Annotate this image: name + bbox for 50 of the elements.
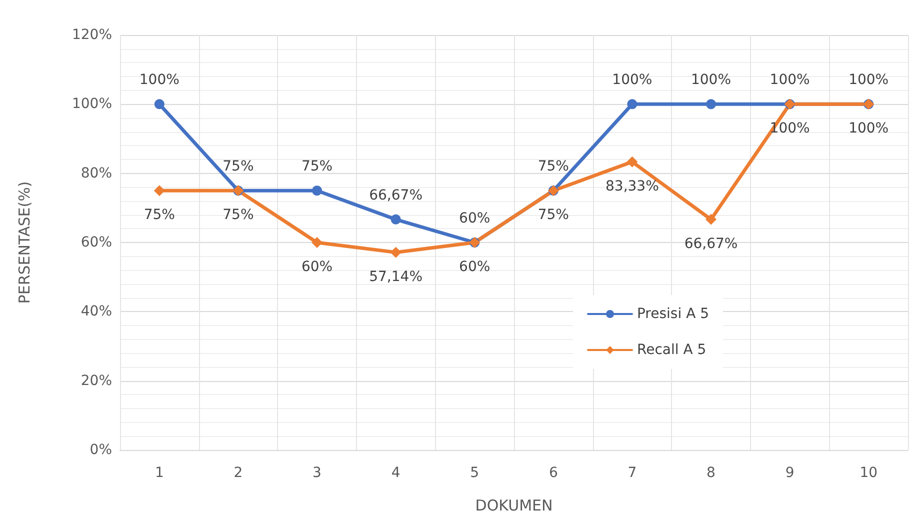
point: [706, 99, 716, 110]
data-label: 83,33%: [606, 178, 659, 194]
x-tick-label: 10: [860, 465, 878, 481]
data-label: 100%: [848, 120, 889, 137]
x-tick-label: 5: [470, 465, 480, 481]
x-tick-label: 6: [548, 465, 558, 481]
data-label: 66,67%: [684, 236, 738, 252]
x-tick-label: 3: [312, 465, 322, 481]
y-axis-title: PERSENTASE(%): [16, 181, 34, 304]
point: [390, 214, 401, 224]
x-tick-label: 8: [706, 465, 716, 481]
point: [627, 99, 638, 110]
y-tick-label: 0%: [90, 442, 112, 458]
data-label: 75%: [538, 207, 569, 224]
data-label: 60%: [459, 210, 490, 226]
point: [390, 246, 402, 258]
y-tick-label: 60%: [80, 234, 112, 250]
x-tick-label: 2: [234, 465, 243, 481]
point: [706, 214, 716, 225]
data-label: 100%: [690, 72, 732, 88]
x-tick-label: 9: [785, 465, 794, 481]
x-tick-label: 4: [391, 465, 400, 481]
data-label: 75%: [222, 207, 254, 224]
data-label: 57,14%: [369, 268, 422, 285]
point: [154, 185, 165, 196]
x-tick-label: 7: [628, 465, 637, 481]
data-label: 100%: [770, 72, 810, 88]
point: [154, 99, 164, 110]
y-tick-label: 120%: [72, 27, 112, 43]
data-label: 75%: [144, 207, 175, 224]
data-label: 66,67%: [369, 187, 422, 204]
data-label: 60%: [459, 259, 490, 275]
y-tick-label: 80%: [80, 165, 112, 182]
data-label: 100%: [139, 72, 180, 88]
legend-label: Recall A 5: [636, 342, 706, 358]
legend-label: Presisi A 5: [636, 306, 710, 322]
point: [312, 237, 322, 248]
data-label: 75%: [222, 158, 254, 175]
data-label: 75%: [301, 158, 333, 175]
point: [312, 186, 322, 196]
x-tick-label: 1: [154, 465, 164, 481]
data-label: 75%: [538, 158, 569, 175]
y-tick-label: 40%: [80, 304, 112, 320]
y-tick-label: 20%: [80, 372, 112, 389]
y-tick-label: 100%: [72, 96, 112, 112]
data-label: 60%: [301, 259, 333, 275]
x-axis-title: DOKUMEN: [475, 496, 553, 514]
point: [626, 156, 638, 168]
data-label: 100%: [612, 72, 652, 88]
data-label: 100%: [848, 72, 889, 88]
